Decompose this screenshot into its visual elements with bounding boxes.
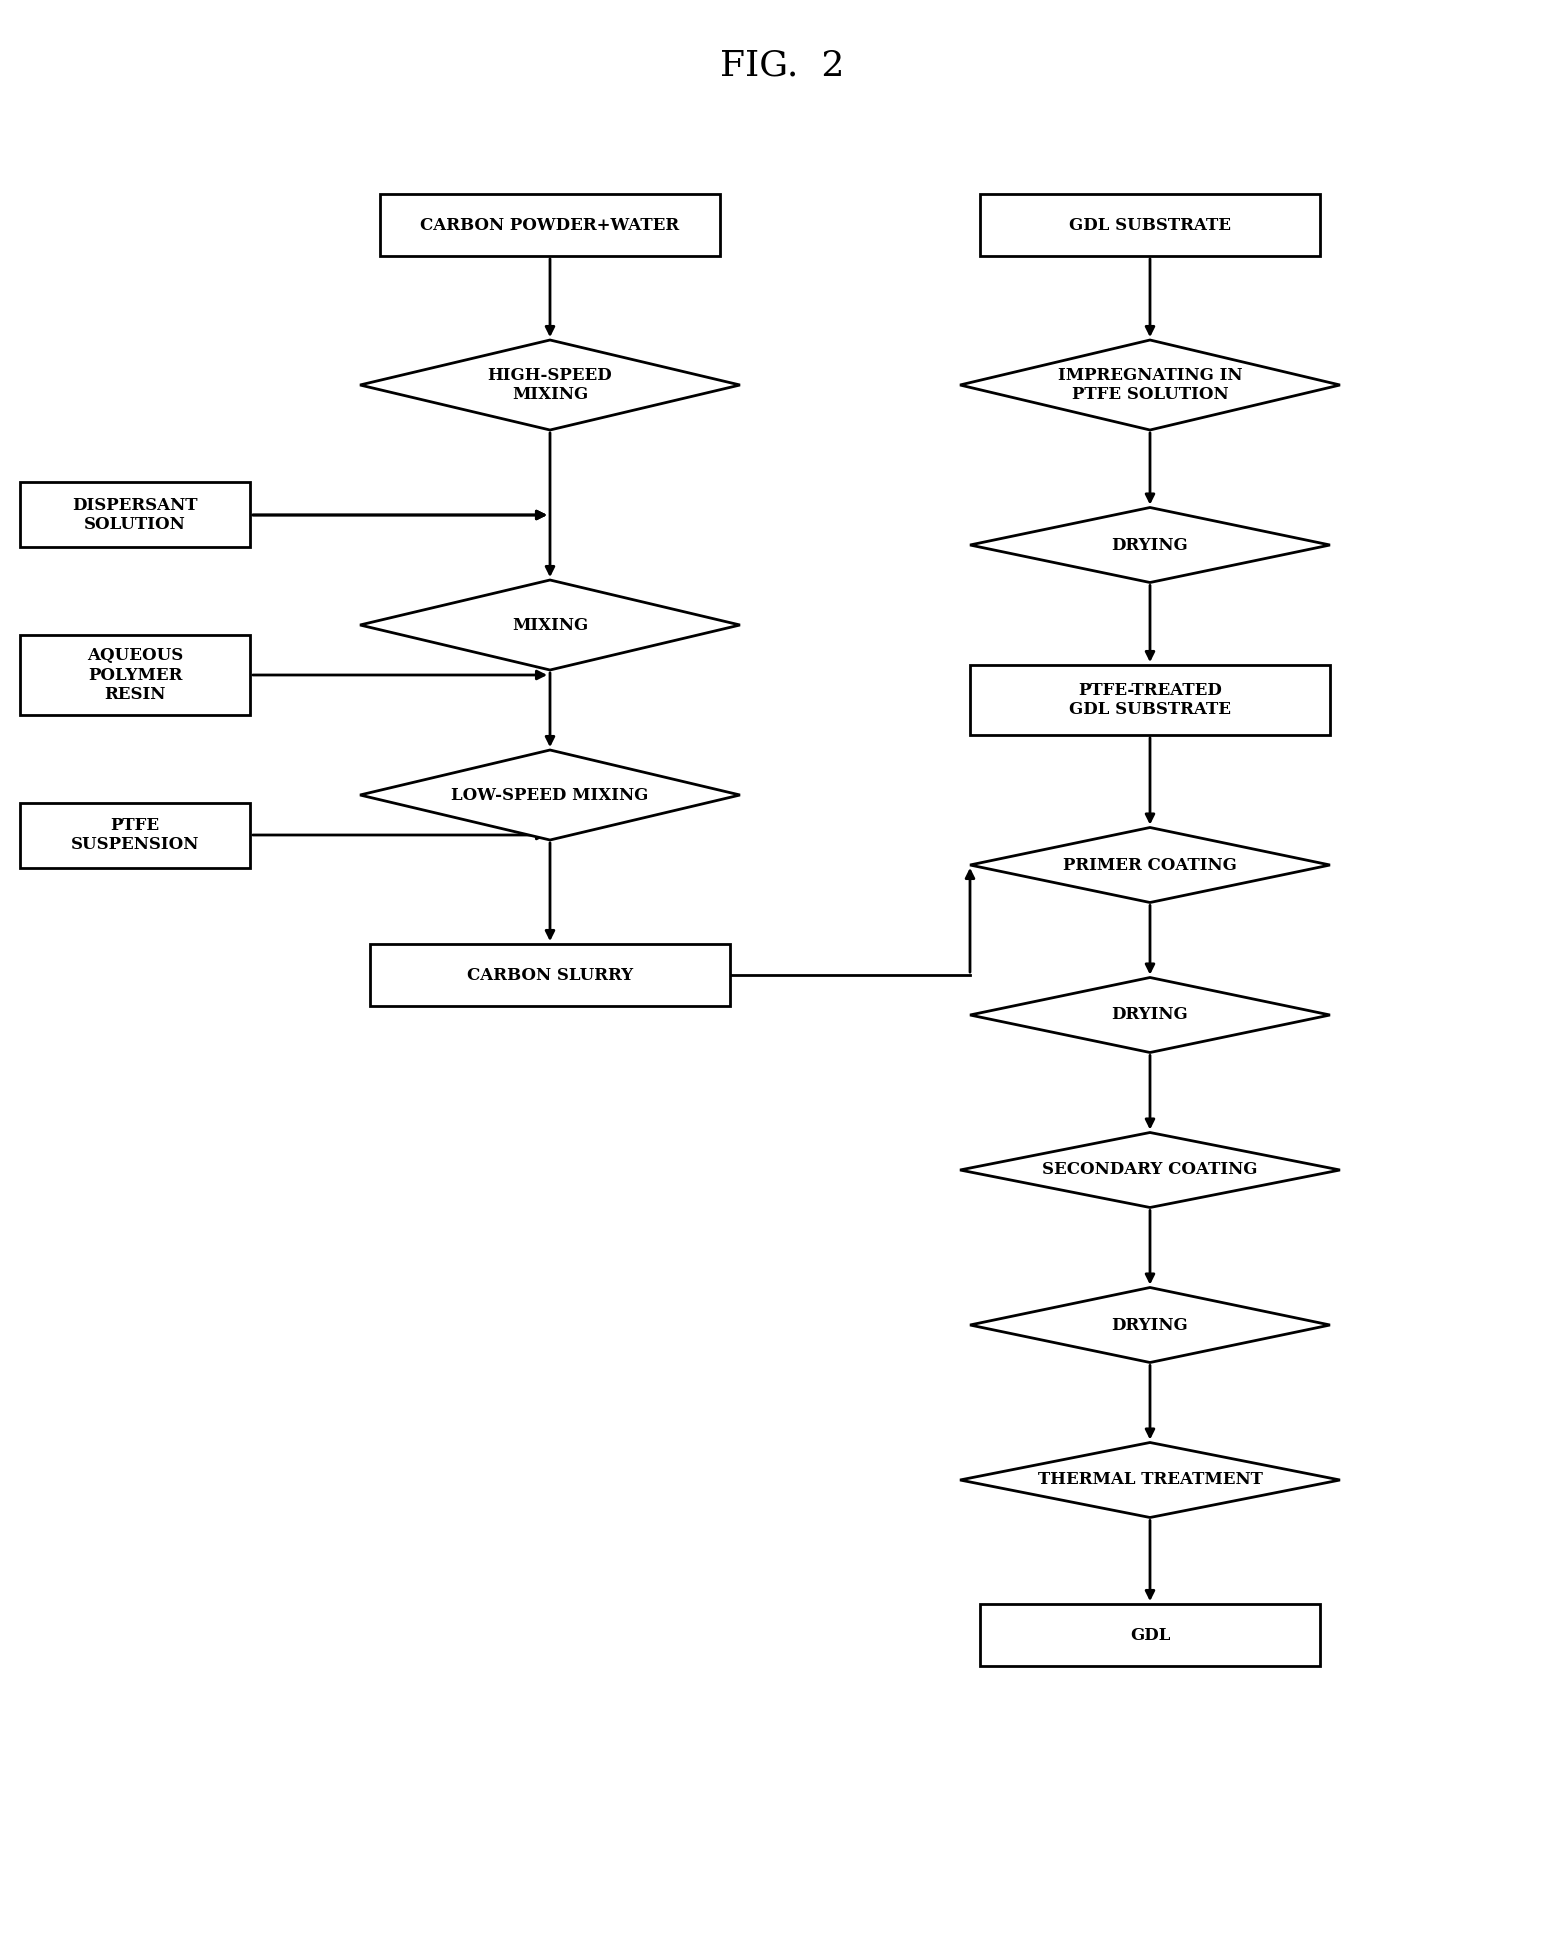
Polygon shape — [959, 1132, 1340, 1208]
Bar — [20, 803, 250, 867]
Text: HIGH-SPEED
MIXING: HIGH-SPEED MIXING — [488, 368, 612, 403]
Polygon shape — [970, 1288, 1330, 1363]
Polygon shape — [360, 751, 740, 840]
Text: PTFE-TREATED
GDL SUBSTRATE: PTFE-TREATED GDL SUBSTRATE — [1069, 681, 1232, 718]
Bar — [980, 1605, 1319, 1667]
Bar — [980, 194, 1319, 257]
Bar — [20, 634, 250, 716]
Text: PTFE
SUSPENSION: PTFE SUSPENSION — [70, 817, 199, 854]
Text: GDL SUBSTRATE: GDL SUBSTRATE — [1069, 216, 1232, 233]
Text: MIXING: MIXING — [512, 617, 588, 634]
Polygon shape — [970, 827, 1330, 902]
Text: DISPERSANT
SOLUTION: DISPERSANT SOLUTION — [72, 496, 197, 533]
Text: GDL: GDL — [1130, 1626, 1171, 1644]
Text: DRYING: DRYING — [1111, 1006, 1188, 1023]
Bar — [369, 943, 729, 1006]
Text: PRIMER COATING: PRIMER COATING — [1063, 856, 1236, 873]
Polygon shape — [360, 580, 740, 669]
Text: IMPREGNATING IN
PTFE SOLUTION: IMPREGNATING IN PTFE SOLUTION — [1058, 368, 1243, 403]
Bar — [970, 665, 1330, 735]
Text: FIG.  2: FIG. 2 — [720, 49, 845, 82]
Polygon shape — [959, 1443, 1340, 1517]
Polygon shape — [360, 340, 740, 430]
Text: SECONDARY COATING: SECONDARY COATING — [1042, 1161, 1258, 1179]
Text: LOW-SPEED MIXING: LOW-SPEED MIXING — [451, 786, 648, 803]
Bar — [20, 482, 250, 547]
Text: CARBON SLURRY: CARBON SLURRY — [466, 967, 634, 984]
Polygon shape — [970, 508, 1330, 582]
Bar — [380, 194, 720, 257]
Polygon shape — [959, 340, 1340, 430]
Text: DRYING: DRYING — [1111, 1317, 1188, 1334]
Text: DRYING: DRYING — [1111, 537, 1188, 554]
Text: CARBON POWDER+WATER: CARBON POWDER+WATER — [421, 216, 679, 233]
Text: THERMAL TREATMENT: THERMAL TREATMENT — [1038, 1472, 1263, 1488]
Polygon shape — [970, 978, 1330, 1052]
Text: AQUEOUS
POLYMER
RESIN: AQUEOUS POLYMER RESIN — [88, 648, 183, 702]
